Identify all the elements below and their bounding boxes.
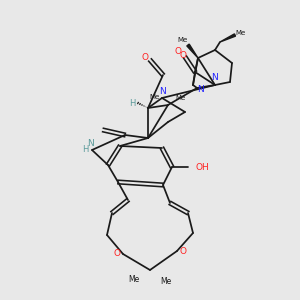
Text: N: N [212,74,218,82]
Text: H: H [129,98,135,107]
Text: N: N [159,88,165,97]
Text: N: N [88,140,94,148]
Text: H: H [82,146,88,154]
Text: Me: Me [128,275,140,284]
Text: Me: Me [150,94,160,100]
Text: Me: Me [175,95,185,101]
Text: Me: Me [160,277,172,286]
Text: O: O [113,250,121,259]
Text: O: O [142,53,148,62]
Text: N: N [196,85,203,94]
Text: OH: OH [196,163,210,172]
Text: O: O [179,247,187,256]
Text: O: O [175,47,182,56]
Polygon shape [187,44,198,58]
Polygon shape [220,34,236,42]
Text: Me: Me [235,30,245,36]
Text: O: O [179,50,187,59]
Text: Me: Me [177,37,187,43]
